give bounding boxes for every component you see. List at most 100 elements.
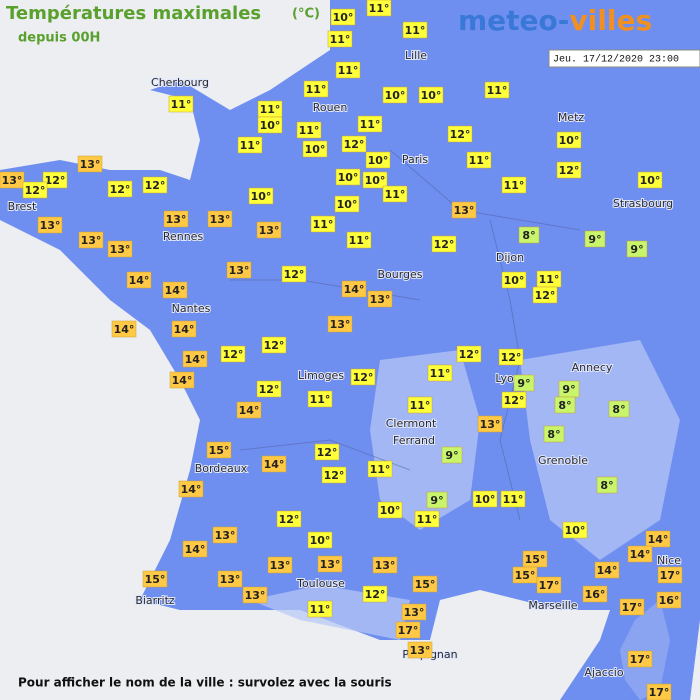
- temperature-box[interactable]: [310, 215, 336, 233]
- temperature-box[interactable]: [163, 210, 189, 228]
- temperature-box[interactable]: [407, 396, 433, 414]
- temperature-box[interactable]: [414, 510, 440, 528]
- temperature-box[interactable]: [582, 585, 608, 603]
- temperature-box[interactable]: [513, 374, 535, 392]
- temperature-box[interactable]: [162, 281, 188, 299]
- temperature-box[interactable]: [426, 491, 448, 509]
- temperature-box[interactable]: [501, 271, 527, 289]
- temperature-box[interactable]: [367, 290, 393, 308]
- temperature-box[interactable]: [627, 545, 653, 563]
- temperature-box[interactable]: [512, 566, 538, 584]
- temperature-box[interactable]: [484, 81, 510, 99]
- temperature-box[interactable]: [382, 185, 408, 203]
- temperature-box[interactable]: [0, 171, 25, 189]
- temperature-box[interactable]: [357, 115, 383, 133]
- temperature-box[interactable]: [498, 348, 524, 366]
- temperature-box[interactable]: [407, 641, 433, 659]
- temperature-box[interactable]: [182, 350, 208, 368]
- temperature-box[interactable]: [206, 441, 232, 459]
- temperature-box[interactable]: [594, 561, 620, 579]
- temperature-box[interactable]: [78, 231, 104, 249]
- temperature-box[interactable]: [362, 171, 388, 189]
- temperature-box[interactable]: [261, 455, 287, 473]
- temperature-box[interactable]: [543, 425, 565, 443]
- temperature-box[interactable]: [382, 86, 408, 104]
- temperature-box[interactable]: [377, 501, 403, 519]
- temperature-box[interactable]: [627, 650, 653, 668]
- temperature-box[interactable]: [212, 526, 238, 544]
- temperature-box[interactable]: [242, 586, 268, 604]
- temperature-box[interactable]: [657, 566, 683, 584]
- temperature-box[interactable]: [401, 603, 427, 621]
- temperature-box[interactable]: [107, 240, 133, 258]
- temperature-box[interactable]: [619, 598, 645, 616]
- temperature-box[interactable]: [556, 131, 582, 149]
- temperature-box[interactable]: [562, 521, 588, 539]
- temperature-box[interactable]: [307, 390, 333, 408]
- logo[interactable]: meteo-villes: [458, 4, 652, 37]
- temperature-box[interactable]: [42, 171, 68, 189]
- temperature-box[interactable]: [217, 570, 243, 588]
- temperature-box[interactable]: [334, 195, 360, 213]
- temperature-box[interactable]: [532, 286, 558, 304]
- temperature-box[interactable]: [207, 210, 233, 228]
- temperature-box[interactable]: [441, 446, 463, 464]
- temperature-box[interactable]: [267, 556, 293, 574]
- temperature-box[interactable]: [500, 490, 526, 508]
- temperature-box[interactable]: [335, 61, 361, 79]
- temperature-box[interactable]: [168, 95, 194, 113]
- temperature-box[interactable]: [477, 415, 503, 433]
- temperature-box[interactable]: [418, 86, 444, 104]
- temperature-box[interactable]: [171, 320, 197, 338]
- temperature-box[interactable]: [350, 368, 376, 386]
- temperature-box[interactable]: [281, 265, 307, 283]
- temperature-box[interactable]: [256, 221, 282, 239]
- temperature-box[interactable]: [220, 345, 246, 363]
- temperature-box[interactable]: [226, 261, 252, 279]
- temperature-box[interactable]: [366, 0, 392, 17]
- temperature-box[interactable]: [261, 336, 287, 354]
- temperature-box[interactable]: [626, 240, 648, 258]
- temperature-box[interactable]: [142, 570, 168, 588]
- temperature-box[interactable]: [501, 391, 527, 409]
- temperature-box[interactable]: [107, 180, 133, 198]
- temperature-box[interactable]: [365, 151, 391, 169]
- temperature-box[interactable]: [37, 216, 63, 234]
- temperature-box[interactable]: [608, 400, 630, 418]
- temperature-box[interactable]: [447, 125, 473, 143]
- temperature-box[interactable]: [248, 187, 274, 205]
- temperature-box[interactable]: [466, 151, 492, 169]
- temperature-box[interactable]: [556, 161, 582, 179]
- temperature-box[interactable]: [341, 280, 367, 298]
- temperature-box[interactable]: [327, 315, 353, 333]
- temperature-box[interactable]: [330, 8, 356, 26]
- temperature-box[interactable]: [645, 530, 671, 548]
- temperature-box[interactable]: [402, 21, 428, 39]
- temperature-box[interactable]: [314, 443, 340, 461]
- temperature-box[interactable]: [341, 135, 367, 153]
- temperature-box[interactable]: [307, 531, 333, 549]
- temperature-box[interactable]: [518, 226, 540, 244]
- temperature-box[interactable]: [362, 585, 388, 603]
- temperature-box[interactable]: [395, 621, 421, 639]
- temperature-box[interactable]: [596, 476, 618, 494]
- temperature-box[interactable]: [303, 80, 329, 98]
- temperature-box[interactable]: [257, 116, 283, 134]
- temperature-box[interactable]: [142, 176, 168, 194]
- temperature-box[interactable]: [536, 576, 562, 594]
- temperature-box[interactable]: [451, 201, 477, 219]
- temperature-box[interactable]: [346, 231, 372, 249]
- temperature-box[interactable]: [126, 271, 152, 289]
- temperature-box[interactable]: [111, 320, 137, 338]
- temperature-box[interactable]: [321, 466, 347, 484]
- temperature-box[interactable]: [296, 121, 322, 139]
- temperature-box[interactable]: [169, 371, 195, 389]
- temperature-box[interactable]: [637, 171, 663, 189]
- temperature-box[interactable]: [182, 540, 208, 558]
- temperature-box[interactable]: [236, 401, 262, 419]
- temperature-box[interactable]: [256, 380, 282, 398]
- temperature-box[interactable]: [317, 555, 343, 573]
- temperature-box[interactable]: [302, 140, 328, 158]
- temperature-box[interactable]: [427, 364, 453, 382]
- temperature-box[interactable]: [412, 575, 438, 593]
